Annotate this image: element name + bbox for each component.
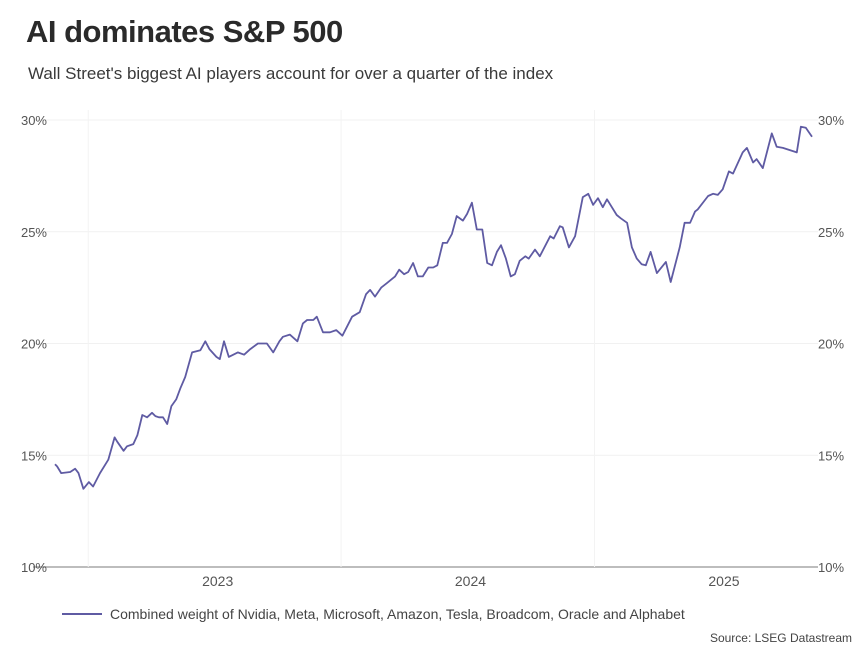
y-tick-label-right: 20%	[818, 337, 844, 352]
x-tick-label: 2024	[455, 573, 486, 589]
legend-label: Combined weight of Nvidia, Meta, Microso…	[110, 606, 685, 622]
y-tick-label-left: 25%	[21, 225, 47, 240]
y-tick-label-left: 20%	[21, 337, 47, 352]
x-axis: 2023 2024 2025	[202, 573, 740, 589]
series-layer	[54, 125, 813, 490]
x-tick-label: 2025	[708, 573, 739, 589]
chart-subtitle: Wall Street's biggest AI players account…	[28, 64, 554, 83]
y-axis-right: 10% 15% 20% 25% 30%	[818, 113, 844, 575]
chart-title: AI dominates S&P 500	[26, 14, 343, 49]
legend-swatch	[62, 613, 102, 615]
y-tick-label-right: 25%	[818, 225, 844, 240]
legend: Combined weight of Nvidia, Meta, Microso…	[62, 606, 685, 622]
y-tick-label-right: 10%	[818, 560, 844, 575]
y-tick-label-left: 30%	[21, 113, 47, 128]
y-tick-label-left: 10%	[21, 560, 47, 575]
y-tick-label-right: 15%	[818, 448, 844, 463]
gridlines	[33, 110, 818, 568]
y-tick-label-right: 30%	[818, 113, 844, 128]
y-axis-left: 10% 15% 20% 25% 30%	[21, 113, 47, 575]
series-line	[54, 125, 813, 490]
x-tick-label: 2023	[202, 573, 233, 589]
y-tick-label-left: 15%	[21, 448, 47, 463]
source-note: Source: LSEG Datastream	[709, 631, 852, 645]
